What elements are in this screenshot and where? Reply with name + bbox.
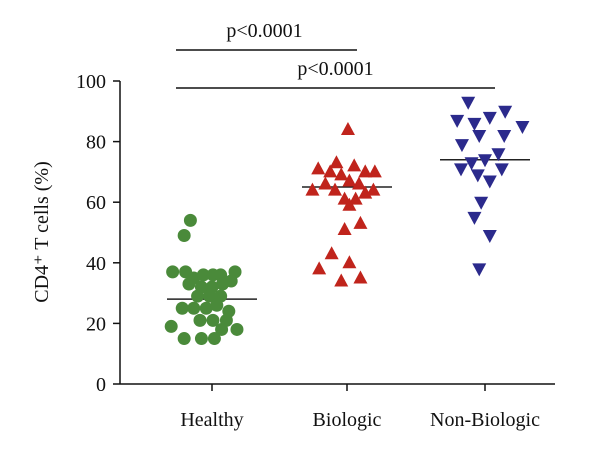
data-point — [199, 301, 213, 315]
data-point — [353, 270, 368, 284]
data-point — [482, 230, 497, 244]
p-value-label: p<0.0001 — [226, 20, 302, 42]
data-point — [311, 161, 326, 175]
data-point — [348, 191, 363, 205]
data-point — [498, 105, 513, 119]
data-point — [461, 96, 476, 110]
data-point — [312, 261, 327, 275]
data-point — [183, 213, 197, 227]
x-tick-label: Healthy — [180, 409, 243, 431]
data-point — [358, 164, 373, 178]
y-tick-label: 80 — [86, 132, 106, 154]
significance-brackets: p<0.0001 p<0.0001 — [176, 20, 495, 89]
data-point — [342, 173, 357, 187]
data-point — [515, 120, 530, 134]
data-point — [305, 182, 320, 196]
data-point — [191, 289, 205, 303]
data-point — [164, 319, 178, 333]
data-point — [177, 229, 191, 243]
data-point — [467, 211, 482, 225]
data-point — [472, 130, 487, 144]
data-point — [177, 332, 191, 346]
data-point — [347, 158, 362, 172]
data-point — [328, 182, 342, 196]
data-point — [454, 163, 468, 177]
data-point — [450, 114, 465, 128]
data-point — [491, 148, 506, 162]
data-point — [352, 176, 366, 190]
data-point — [206, 313, 220, 327]
y-axis-title: CD4⁺ T cells (%) — [31, 161, 53, 302]
data-point — [367, 164, 382, 178]
data-point — [482, 111, 497, 125]
data-point — [318, 176, 333, 190]
data-point — [207, 332, 221, 346]
data-point — [230, 322, 244, 336]
y-tick-label: 60 — [86, 192, 106, 214]
data-point — [497, 130, 512, 144]
data-point — [353, 215, 368, 229]
data-point — [342, 255, 357, 269]
data-point — [324, 246, 339, 260]
p-value-label: p<0.0001 — [297, 58, 373, 80]
x-tick-label: Biologic — [313, 409, 382, 431]
x-tick-label: Non-Biologic — [430, 409, 540, 431]
data-point — [482, 175, 497, 189]
data-point — [182, 277, 196, 291]
data-point — [340, 121, 355, 135]
data-point — [494, 163, 509, 177]
data-point — [215, 322, 229, 336]
data-point — [196, 268, 210, 282]
data-point — [470, 169, 485, 183]
data-point — [323, 164, 338, 178]
data-point — [166, 265, 180, 279]
data-point — [175, 301, 189, 315]
y-tick-label: 40 — [86, 253, 106, 275]
data-point — [467, 117, 482, 131]
data-point — [464, 157, 479, 171]
y-tick-label: 100 — [76, 71, 106, 93]
data-point — [454, 139, 469, 153]
data-point — [334, 167, 349, 181]
data-point — [478, 154, 492, 168]
data-point — [474, 196, 489, 210]
y-tick-label: 0 — [96, 374, 106, 396]
data-point — [210, 298, 224, 312]
data-point — [342, 197, 357, 211]
data-point — [194, 332, 208, 346]
data-point — [329, 155, 344, 169]
data-point — [366, 182, 381, 196]
data-point — [334, 273, 349, 287]
data-point — [224, 274, 238, 288]
data-point — [193, 313, 207, 327]
data-point — [472, 263, 487, 277]
data-point — [337, 221, 352, 235]
y-axis: 0 20 40 60 80 100 — [76, 71, 121, 396]
x-axis: Healthy Biologic Non-Biologic — [120, 383, 555, 431]
data-points — [164, 96, 530, 346]
data-point — [358, 185, 373, 199]
y-tick-label: 20 — [86, 313, 106, 335]
data-point — [203, 289, 217, 303]
data-point — [187, 301, 201, 315]
